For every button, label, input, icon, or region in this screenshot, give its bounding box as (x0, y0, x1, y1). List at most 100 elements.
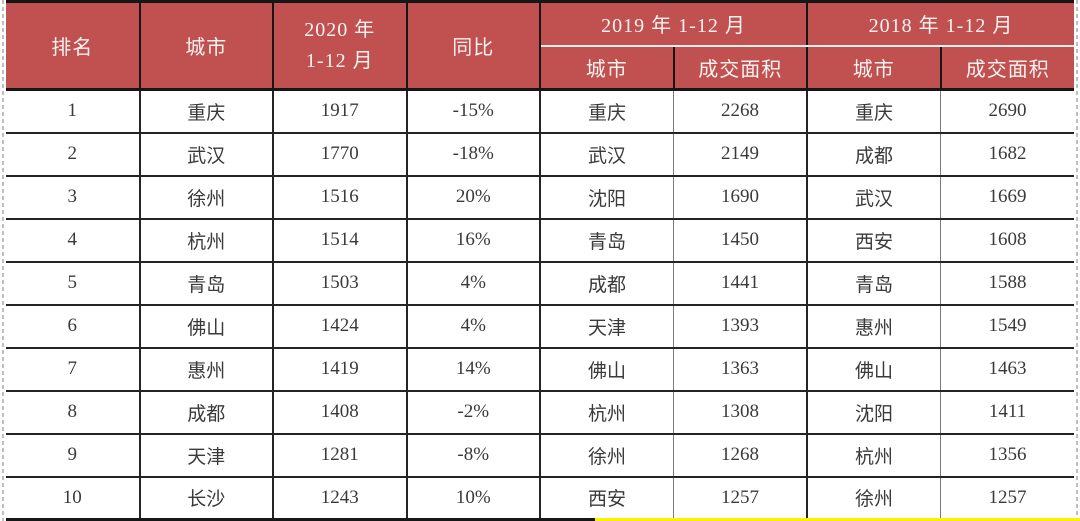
area-2018-cell: 1257 (940, 475, 1074, 521)
yoy-cell: 10% (405, 475, 541, 521)
city-2018-cell: 杭州 (806, 432, 941, 478)
yoy-cell: -8% (405, 432, 541, 478)
table-row: 4 杭州 1514 16% 青岛 1450 西安 1608 (6, 217, 1074, 263)
yoy-cell: 4% (405, 303, 541, 349)
area-2019-cell: 1441 (673, 260, 808, 306)
city-2018-cell: 沈阳 (806, 389, 941, 435)
table-row: 10 长沙 1243 10% 西安 1257 徐州 1257 (6, 475, 1074, 521)
header-period-2020-line1: 2020 年 (304, 18, 376, 41)
rank-cell: 4 (6, 217, 141, 263)
header-city-2020: 城市 (138, 0, 274, 91)
area-2020-cell: 1514 (272, 217, 408, 263)
area-2019-cell: 1450 (673, 217, 808, 263)
rank-cell: 10 (6, 475, 141, 521)
header-period-2020: 2020 年 1-12 月 (272, 0, 408, 91)
table-row: 6 佛山 1424 4% 天津 1393 惠州 1549 (6, 303, 1074, 349)
left-dashed-page-edge (2, 0, 4, 521)
city-2018-cell: 青岛 (806, 260, 941, 306)
area-2019-cell: 1393 (673, 303, 808, 349)
area-2020-cell: 1419 (272, 346, 408, 392)
yoy-cell: -18% (405, 131, 541, 177)
city-2020-cell: 青岛 (138, 260, 274, 306)
rank-cell: 8 (6, 389, 141, 435)
area-2018-cell: 1549 (940, 303, 1074, 349)
area-2020-cell: 1516 (272, 174, 408, 220)
table-row: 5 青岛 1503 4% 成都 1441 青岛 1588 (6, 260, 1074, 306)
table-row: 1 重庆 1917 -15% 重庆 2268 重庆 2690 (6, 88, 1074, 134)
city-2019-cell: 西安 (539, 475, 674, 521)
city-2018-cell: 武汉 (806, 174, 941, 220)
table-body: 1 重庆 1917 -15% 重庆 2268 重庆 2690 2 武汉 1770… (6, 88, 1074, 521)
header-rank: 排名 (6, 0, 141, 91)
rank-cell: 9 (6, 432, 141, 478)
area-2020-cell: 1243 (272, 475, 408, 521)
table-row: 9 天津 1281 -8% 徐州 1268 杭州 1356 (6, 432, 1074, 478)
city-2019-cell: 青岛 (539, 217, 674, 263)
subheader-city-2019: 城市 (540, 44, 675, 91)
rank-cell: 2 (6, 131, 141, 177)
table-row: 8 成都 1408 -2% 杭州 1308 沈阳 1411 (6, 389, 1074, 435)
table-row: 2 武汉 1770 -18% 武汉 2149 成都 1682 (6, 131, 1074, 177)
yoy-cell: 20% (405, 174, 541, 220)
table-row: 3 徐州 1516 20% 沈阳 1690 武汉 1669 (6, 174, 1074, 220)
area-2019-cell: 1257 (673, 475, 808, 521)
city-2019-cell: 徐州 (539, 432, 674, 478)
yoy-cell: 4% (405, 260, 541, 306)
area-2020-cell: 1281 (272, 432, 408, 478)
rank-cell: 3 (6, 174, 141, 220)
header-row-1: 排名 城市 2020 年 1-12 月 同比 2019 年 1-12 月 201… (6, 0, 1074, 91)
city-2020-cell: 佛山 (138, 303, 274, 349)
area-2019-cell: 2149 (673, 131, 808, 177)
city-2018-cell: 佛山 (806, 346, 941, 392)
header-row-2: 城市 成交面积 城市 成交面积 (6, 44, 1074, 91)
city-2019-cell: 佛山 (539, 346, 674, 392)
yoy-cell: 14% (405, 346, 541, 392)
city-2020-cell: 武汉 (138, 131, 274, 177)
table-header: 排名 城市 2020 年 1-12 月 同比 2019 年 1-12 月 201… (6, 0, 1074, 91)
city-2018-cell: 惠州 (806, 303, 941, 349)
city-transaction-area-ranking-table: 排名 城市 2020 年 1-12 月 同比 2019 年 1-12 月 201… (6, 0, 1074, 521)
header-yoy: 同比 (405, 0, 541, 91)
city-2020-cell: 成都 (138, 389, 274, 435)
right-dashed-page-edge (1076, 0, 1078, 521)
city-2020-cell: 惠州 (138, 346, 274, 392)
area-2020-cell: 1770 (272, 131, 408, 177)
city-2020-cell: 长沙 (138, 475, 274, 521)
city-2020-cell: 徐州 (138, 174, 274, 220)
city-2020-cell: 杭州 (138, 217, 274, 263)
city-2018-cell: 西安 (806, 217, 941, 263)
city-2020-cell: 重庆 (138, 88, 274, 134)
rank-cell: 5 (6, 260, 141, 306)
rank-cell: 6 (6, 303, 141, 349)
city-2020-cell: 天津 (138, 432, 274, 478)
yellow-highlight-strip (595, 518, 1080, 521)
area-2020-cell: 1917 (272, 88, 408, 134)
area-2018-cell: 1463 (940, 346, 1074, 392)
yoy-cell: 16% (405, 217, 541, 263)
yoy-cell: -2% (405, 389, 541, 435)
area-2020-cell: 1424 (272, 303, 408, 349)
city-2018-cell: 成都 (806, 131, 941, 177)
area-2019-cell: 1308 (673, 389, 808, 435)
area-2018-cell: 1608 (940, 217, 1074, 263)
table-row: 7 惠州 1419 14% 佛山 1363 佛山 1463 (6, 346, 1074, 392)
area-2018-cell: 1356 (940, 432, 1074, 478)
rank-cell: 7 (6, 346, 141, 392)
subheader-city-2018: 城市 (806, 44, 942, 91)
city-2019-cell: 沈阳 (539, 174, 674, 220)
subheader-area-2018: 成交面积 (939, 44, 1074, 91)
city-2019-cell: 成都 (539, 260, 674, 306)
header-period-2018: 2018 年 1-12 月 (806, 0, 1074, 47)
area-2018-cell: 2690 (940, 88, 1074, 134)
area-2018-cell: 1682 (940, 131, 1074, 177)
header-period-2019: 2019 年 1-12 月 (539, 0, 808, 47)
area-2019-cell: 2268 (673, 88, 808, 134)
area-2019-cell: 1363 (673, 346, 808, 392)
area-2018-cell: 1411 (940, 389, 1074, 435)
city-2019-cell: 杭州 (539, 389, 674, 435)
city-2018-cell: 重庆 (806, 88, 941, 134)
rank-cell: 1 (6, 88, 141, 134)
area-2019-cell: 1268 (673, 432, 808, 478)
city-2019-cell: 天津 (539, 303, 674, 349)
city-2018-cell: 徐州 (806, 475, 941, 521)
